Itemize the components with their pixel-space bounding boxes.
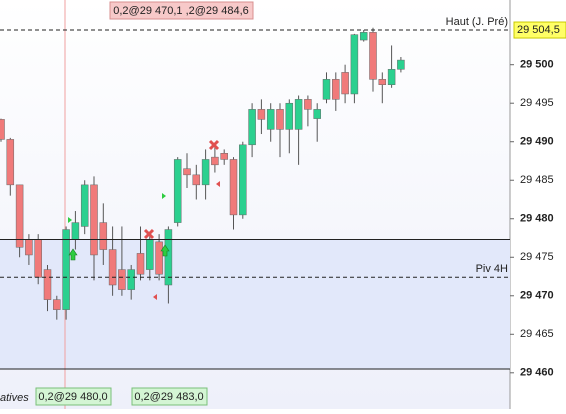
y-tick-label: 29 485 <box>520 174 554 186</box>
reference-label: Haut (J. Pré) <box>446 16 508 28</box>
candle-body <box>239 144 247 216</box>
y-tick-label: 29 475 <box>520 251 554 263</box>
candle-body <box>183 168 191 176</box>
zone <box>0 239 510 369</box>
y-tick-label: 29 465 <box>520 328 554 340</box>
candle-body <box>285 102 294 130</box>
candle-body <box>34 239 42 278</box>
candle-body <box>313 109 321 119</box>
bottom-annotation: 0,2@29 483,0 <box>134 391 203 403</box>
candle-body <box>332 79 340 100</box>
candle-body <box>211 156 219 166</box>
y-tick-label: 29 480 <box>520 213 554 225</box>
top-tag <box>109 1 254 20</box>
candle-body <box>201 159 210 186</box>
candle-body <box>322 79 331 100</box>
candle-body <box>276 109 284 130</box>
candle-body <box>220 153 228 160</box>
candle-body <box>350 34 359 95</box>
bottom-tag <box>35 387 112 406</box>
bottom-annotation: 0,2@29 480,0 <box>38 391 107 403</box>
candle-body <box>294 99 303 130</box>
candle-body <box>359 32 368 41</box>
candle-body <box>341 72 349 95</box>
y-tick-label: 29 500 <box>520 59 554 71</box>
candle-body <box>173 159 182 223</box>
candle-body <box>387 69 396 85</box>
candle-body <box>62 229 70 310</box>
price-tag-label: 29 504,5 <box>517 24 560 36</box>
candle-body <box>304 99 312 110</box>
y-tick-label: 29 490 <box>520 136 554 148</box>
candle-body <box>118 269 126 290</box>
candle-body <box>108 249 117 286</box>
candle-body <box>136 253 145 275</box>
candle-body <box>164 229 173 286</box>
candle-body <box>155 241 163 275</box>
candle-body <box>90 184 98 256</box>
candle-body <box>266 109 275 130</box>
y-tick-label: 29 460 <box>520 367 554 379</box>
reference-label: Piv 4H <box>476 263 508 275</box>
candle-body <box>71 222 80 240</box>
axis-background <box>510 0 566 409</box>
candle-body <box>369 32 377 80</box>
candle-body <box>6 139 15 186</box>
candle-body <box>15 184 24 248</box>
candle-body <box>80 184 89 227</box>
y-tick-label: 29 470 <box>520 290 554 302</box>
candle-body <box>53 299 61 310</box>
left-annotation: atives <box>0 392 29 404</box>
y-tick-label: 29 495 <box>520 97 554 109</box>
candle-body <box>192 174 201 186</box>
candle-body <box>146 239 154 270</box>
candle-body <box>257 109 266 120</box>
price-tag <box>513 21 566 39</box>
candle-body <box>25 239 33 256</box>
candle-body <box>0 119 5 140</box>
candle-body <box>99 222 108 250</box>
signals <box>68 139 220 300</box>
top-annotation: 0,2@29 470,1 ,2@29 484,6 <box>113 5 249 17</box>
candle-body <box>248 109 256 146</box>
candle-body <box>43 269 52 300</box>
bottom-tag <box>131 387 208 406</box>
candle-body <box>127 269 135 290</box>
candle-body <box>378 79 387 85</box>
candle-body <box>229 159 238 216</box>
candle-body <box>397 59 405 70</box>
